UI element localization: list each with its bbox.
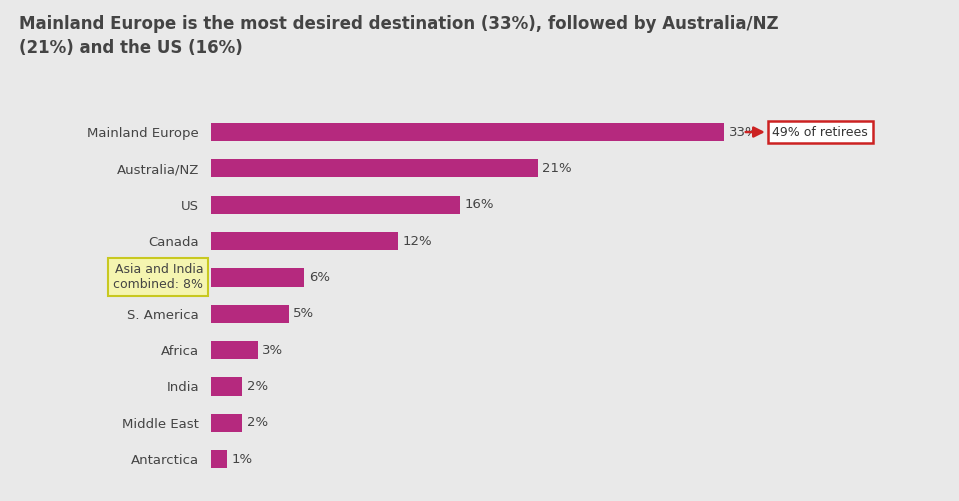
Text: 33%: 33% bbox=[729, 126, 759, 139]
Text: 21%: 21% bbox=[542, 162, 572, 175]
Text: 6%: 6% bbox=[309, 271, 330, 284]
Bar bbox=[211, 195, 459, 214]
Bar bbox=[211, 341, 258, 359]
Text: Mainland Europe is the most desired destination (33%), followed by Australia/NZ
: Mainland Europe is the most desired dest… bbox=[19, 15, 779, 57]
Bar bbox=[211, 414, 242, 432]
Text: Asia and India
combined: 8%: Asia and India combined: 8% bbox=[113, 264, 203, 292]
Bar bbox=[211, 232, 398, 250]
Text: 1%: 1% bbox=[231, 452, 252, 465]
Bar bbox=[211, 450, 226, 468]
Bar bbox=[211, 159, 538, 177]
Text: 2%: 2% bbox=[246, 416, 268, 429]
Text: 2%: 2% bbox=[246, 380, 268, 393]
Bar bbox=[211, 305, 289, 323]
Bar bbox=[211, 123, 724, 141]
Text: 5%: 5% bbox=[293, 307, 315, 320]
Text: 12%: 12% bbox=[402, 234, 432, 247]
Text: 49% of retirees: 49% of retirees bbox=[772, 126, 868, 139]
Text: 16%: 16% bbox=[464, 198, 494, 211]
Bar bbox=[211, 377, 242, 396]
Bar bbox=[211, 269, 304, 287]
Text: 3%: 3% bbox=[263, 344, 284, 357]
